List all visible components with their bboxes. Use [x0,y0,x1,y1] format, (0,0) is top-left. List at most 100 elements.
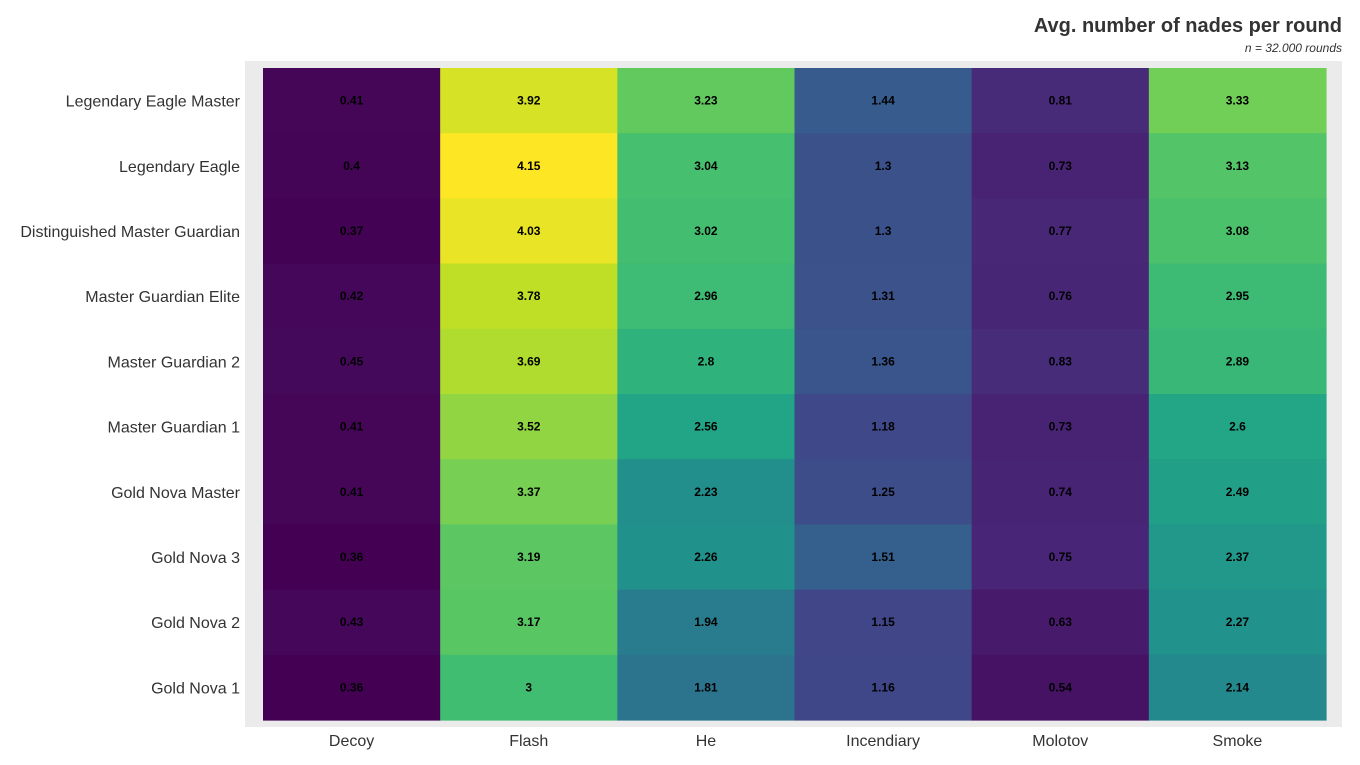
heatmap-cell [971,328,1150,395]
cell-value-label: 0.81 [1049,94,1073,108]
cell-value-label: 2.8 [698,354,715,368]
cell-value-label: 3.33 [1226,94,1250,108]
heatmap-cell [617,198,796,265]
heatmap-cell [440,524,618,591]
heatmap-cell [263,459,441,525]
heatmap-cell [263,328,441,395]
heatmap-cell [263,68,441,134]
cell-value-label: 3.13 [1226,159,1250,173]
cell-value-label: 4.03 [517,224,541,238]
x-tick-label: Flash [509,733,548,750]
heatmap-cell [1148,328,1327,395]
heatmap-cell [971,198,1150,265]
cell-value-label: 4.15 [517,159,541,173]
cell-value-label: 3.92 [517,94,541,108]
cell-value-label: 1.31 [871,289,895,303]
cell-value-label: 0.41 [340,485,364,499]
cell-value-label: 3.19 [517,550,541,564]
heatmap-cell [440,328,618,395]
heatmap-cell [794,263,973,330]
cell-value-label: 1.25 [871,485,895,499]
heatmap-cell [971,394,1150,460]
heatmap-cell [440,198,618,265]
heatmap-cell [794,68,973,134]
heatmap-cell [617,68,796,134]
cell-value-label: 3.52 [517,420,541,434]
y-tick-label: Gold Nova 2 [151,615,240,632]
y-tick-label: Master Guardian 2 [107,354,240,371]
heatmap-cell [794,654,973,721]
heatmap-cells [263,68,1327,721]
y-tick-label: Legendary Eagle [119,159,240,176]
heatmap-cell [794,198,973,265]
y-tick-label: Master Guardian Elite [85,289,240,306]
heatmap-cell [617,394,796,460]
heatmap-cell [971,133,1150,199]
cell-value-labels: 0.41 3.92 3.23 1.44 0.81 3.33 0.4 4.15 3.04 1.3 0.… [340,94,1250,695]
heatmap-cell [1148,198,1327,265]
heatmap-cell [971,654,1150,721]
heatmap-cell [794,394,973,460]
cell-value-label: 3.02 [694,224,718,238]
cell-value-label: 1.44 [871,94,895,108]
cell-value-label: 0.73 [1049,420,1073,434]
cell-value-label: 0.37 [340,224,364,238]
heatmap-cell [794,328,973,395]
heatmap-cell [263,394,441,460]
cell-value-label: 0.73 [1049,159,1073,173]
heatmap-cell [440,133,618,199]
heatmap-cell [971,589,1150,656]
cell-value-label: 3.78 [517,289,541,303]
heatmap-cell [617,328,796,395]
heatmap-cell [1148,459,1327,525]
heatmap-cell [440,394,618,460]
cell-value-label: 3.37 [517,485,541,499]
heatmap-cell [971,263,1150,330]
heatmap-cell [794,589,973,656]
cell-value-label: 1.36 [871,354,895,368]
cell-value-label: 0.77 [1049,224,1073,238]
heatmap-cell [1148,394,1327,460]
heatmap-cell [617,589,796,656]
cell-value-label: 0.36 [340,680,364,694]
cell-value-label: 1.3 [875,224,892,238]
cell-value-label: 2.56 [694,420,718,434]
heatmap-cell [263,654,441,721]
heatmap-cell [440,589,618,656]
cell-value-label: 2.49 [1226,485,1250,499]
heatmap-cell [1148,263,1327,330]
cell-value-label: 0.4 [343,159,360,173]
y-tick-label: Gold Nova 3 [151,550,240,567]
chart-subtitle: n = 32.000 rounds [1245,41,1342,55]
heatmap-cell [440,654,618,721]
heatmap-cell [617,133,796,199]
cell-value-label: 1.18 [871,420,895,434]
heatmap-cell [440,459,618,525]
cell-value-label: 0.36 [340,550,364,564]
cell-value-label: 0.74 [1049,485,1073,499]
heatmap-cell [617,654,796,721]
cell-value-label: 0.42 [340,289,364,303]
heatmap-cell [617,459,796,525]
heatmap-cell [971,68,1150,134]
heatmap-cell [1148,589,1327,656]
cell-value-label: 3 [525,680,532,694]
heatmap-cell [971,459,1150,525]
heatmap-cell [440,68,618,134]
heatmap-cell [440,263,618,330]
cell-value-label: 3.69 [517,354,541,368]
x-tick-label: Smoke [1213,733,1263,750]
x-tick-label: Decoy [329,733,374,750]
cell-value-label: 3.04 [694,159,718,173]
heatmap-cell [1148,654,1327,721]
y-tick-label: Distinguished Master Guardian [20,224,240,241]
cell-value-label: 0.76 [1049,289,1073,303]
heatmap-cell [1148,133,1327,199]
cell-value-label: 2.14 [1226,680,1250,694]
heatmap-cell [1148,68,1327,134]
heatmap-cell [794,459,973,525]
cell-value-label: 1.3 [875,159,892,173]
cell-value-label: 3.08 [1226,224,1250,238]
x-tick-label: He [696,733,717,750]
